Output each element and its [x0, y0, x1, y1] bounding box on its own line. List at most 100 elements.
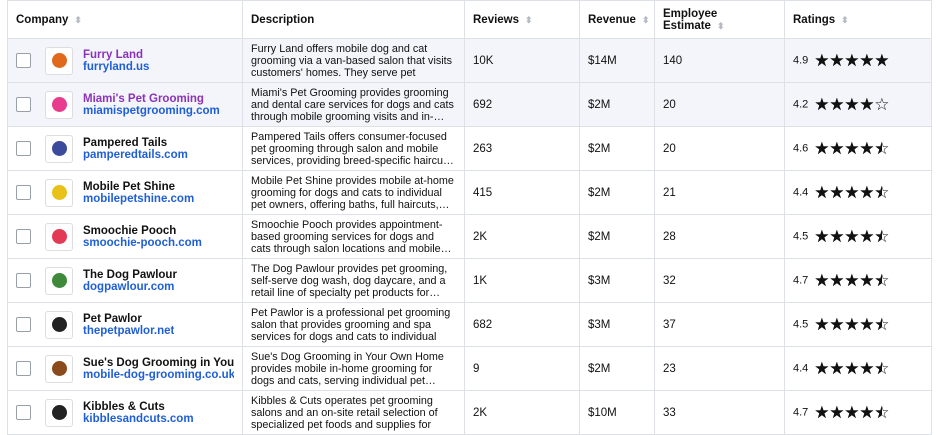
description-cell: Mobile Pet Shine provides mobile at-home…: [242, 170, 465, 215]
row-checkbox[interactable]: [16, 229, 31, 244]
sort-icon[interactable]: ⬍: [716, 20, 725, 31]
row-checkbox[interactable]: [16, 405, 31, 420]
row-checkbox[interactable]: [16, 141, 31, 156]
star: ☆★: [859, 227, 875, 246]
header-label: Company: [16, 13, 69, 26]
sort-icon[interactable]: ⬍: [841, 14, 849, 25]
company-row: Miami's Pet Grooming miamispetgrooming.co…: [7, 82, 932, 127]
company-logo: [45, 90, 73, 119]
company-wrap: Furry Land furryland.us: [16, 46, 234, 75]
star: ☆★: [844, 359, 860, 378]
sort-icon[interactable]: ⬍: [74, 14, 82, 25]
reviews: 2K: [464, 214, 580, 259]
company-domain[interactable]: dogpawlour.com: [83, 280, 175, 293]
employee-estimate: 32: [654, 258, 785, 303]
company-info: Pet Pawlor thepetpawlor.net: [83, 313, 174, 337]
star: ☆★: [874, 315, 890, 334]
employee-estimate: 23: [654, 346, 785, 391]
star-fill: ★: [844, 360, 860, 377]
description-cell: Miami's Pet Grooming provides grooming a…: [242, 82, 465, 127]
company-name[interactable]: Furry Land: [83, 48, 144, 61]
company-domain[interactable]: smoochie-pooch.com: [83, 236, 202, 249]
description: Furry Land offers mobile dog and cat gro…: [251, 42, 453, 79]
rating-value: 4.7: [793, 406, 809, 419]
column-header: Ratings ⬍: [784, 0, 932, 39]
description-cell: Kibbles & Cuts operates pet grooming sal…: [242, 390, 465, 435]
company-name[interactable]: The Dog Pawlour: [83, 268, 177, 281]
ratings-cell: 4.4 ☆★☆★☆★☆★☆★: [784, 170, 932, 215]
company-name[interactable]: Miami's Pet Grooming: [83, 92, 204, 105]
company-name[interactable]: Mobile Pet Shine: [83, 180, 176, 193]
company-wrap: Sue's Dog Grooming in Your… mobile-dog-gr…: [16, 354, 234, 383]
star-fill: ★: [829, 316, 845, 333]
company-wrap: The Dog Pawlour dogpawlour.com: [16, 266, 234, 295]
company-name[interactable]: Kibbles & Cuts: [83, 400, 165, 413]
company-domain[interactable]: miamispetgrooming.com: [83, 104, 220, 117]
company-name[interactable]: Sue's Dog Grooming in Your…: [83, 356, 234, 369]
reviews: 415: [464, 170, 580, 215]
star: ☆★: [814, 227, 830, 246]
star-fill: ★: [874, 140, 882, 157]
company-name[interactable]: Pet Pawlor: [83, 312, 142, 325]
star-fill: ★: [814, 228, 830, 245]
company-logo: [45, 134, 73, 163]
star: ☆★: [859, 403, 875, 422]
star: ☆★: [844, 227, 860, 246]
star-fill: ★: [829, 52, 845, 69]
star-fill: ★: [844, 404, 860, 421]
star-fill: ★: [859, 272, 875, 289]
star: ☆★: [829, 271, 845, 290]
employee-estimate: 20: [654, 82, 785, 127]
star-fill: ★: [814, 96, 830, 113]
revenue: $14M: [579, 38, 655, 83]
star: ☆★: [814, 139, 830, 158]
company-domain[interactable]: mobile-dog-grooming.co.uk: [83, 368, 234, 381]
reviews: 1K: [464, 258, 580, 303]
company-domain[interactable]: thepetpawlor.net: [83, 324, 175, 337]
row-checkbox[interactable]: [16, 97, 31, 112]
row-checkbox[interactable]: [16, 53, 31, 68]
company-domain[interactable]: mobilepetshine.com: [83, 192, 195, 205]
rating-stars: ☆★☆★☆★☆★☆★: [814, 360, 889, 377]
company-name[interactable]: Pampered Tails: [83, 136, 168, 149]
sort-icon[interactable]: ⬍: [641, 14, 650, 25]
company-info: Kibbles & Cuts kibblesandcuts.com: [83, 401, 194, 425]
logo-mark: [51, 229, 67, 244]
row-checkbox[interactable]: [16, 361, 31, 376]
company-name[interactable]: Smoochie Pooch: [83, 224, 177, 237]
company-domain[interactable]: kibblesandcuts.com: [83, 412, 194, 425]
column-header: Company ⬍: [7, 0, 243, 39]
sort-icon[interactable]: ⬍: [525, 14, 533, 25]
rating-value: 4.4: [793, 186, 809, 199]
rating-value: 4.4: [793, 362, 809, 375]
star: ☆★: [874, 51, 890, 70]
logo-mark: [51, 273, 67, 288]
reviews: 2K: [464, 390, 580, 435]
star-fill: ★: [844, 96, 860, 113]
company-row: Furry Land furryland.us Furry Land offers …: [7, 38, 932, 83]
company-domain[interactable]: furryland.us: [83, 60, 150, 73]
reviews: 682: [464, 302, 580, 347]
star: ☆★: [829, 315, 845, 334]
header-label: Revenue: [588, 13, 636, 26]
star: ☆★: [829, 227, 845, 246]
rating-stars: ☆★☆★☆★☆★☆★: [814, 184, 889, 201]
star-fill: ★: [829, 360, 845, 377]
logo-mark: [51, 405, 67, 420]
logo-mark: [51, 53, 67, 68]
star-fill: ★: [814, 404, 830, 421]
company-domain[interactable]: pamperedtails.com: [83, 148, 188, 161]
star-fill: ★: [844, 140, 860, 157]
row-checkbox[interactable]: [16, 317, 31, 332]
reviews: 263: [464, 126, 580, 171]
ratings-cell: 4.5☆★☆★☆★☆★☆★: [784, 214, 932, 259]
row-checkbox[interactable]: [16, 185, 31, 200]
employee-estimate: 37: [654, 302, 785, 347]
company-wrap: Pet Pawlor thepetpawlor.net: [16, 310, 234, 339]
company-info: Mobile Pet Shine mobilepetshine.com: [83, 181, 194, 205]
row-checkbox[interactable]: [16, 273, 31, 288]
star-fill: ★: [859, 404, 875, 421]
company-info: Miami's Pet Grooming miamispetgrooming.co…: [83, 93, 220, 117]
star-fill: ★: [859, 228, 875, 245]
